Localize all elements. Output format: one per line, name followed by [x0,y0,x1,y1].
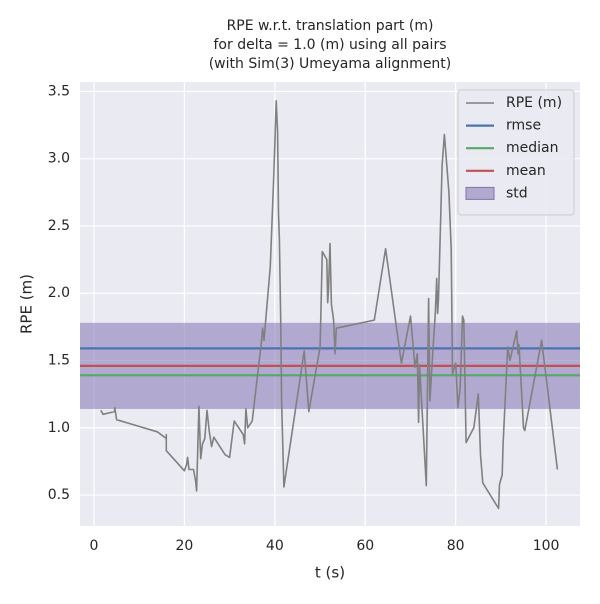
y-tick-label: 3.0 [48,151,70,167]
y-tick-label: 2.5 [48,218,70,234]
y-tick-label: 1.0 [48,420,70,436]
legend-label: median [506,140,558,156]
y-axis-label: RPE (m) [18,274,36,334]
x-tick-label: 40 [266,538,284,554]
x-tick-label: 60 [356,538,374,554]
y-tick-label: 0.5 [48,487,70,503]
legend-label: mean [506,163,546,179]
x-tick-label: 0 [90,538,99,554]
y-tick-label: 1.5 [48,353,70,369]
x-tick-label: 20 [176,538,194,554]
legend-swatch [465,186,495,200]
legend-label: rmse [506,118,541,134]
legend-label: RPE (m) [506,95,562,111]
y-tick-label: 3.5 [48,83,70,99]
x-tick-label: 100 [533,538,560,554]
x-axis-label: t (s) [315,564,345,582]
data-line [100,100,559,510]
chart-title: RPE w.r.t. translation part (m) for delta… [209,18,452,72]
x-tick-label: 80 [447,538,465,554]
legend-box [457,89,575,216]
legend-label: std [506,185,528,201]
y-tick-label: 2.0 [48,285,70,301]
